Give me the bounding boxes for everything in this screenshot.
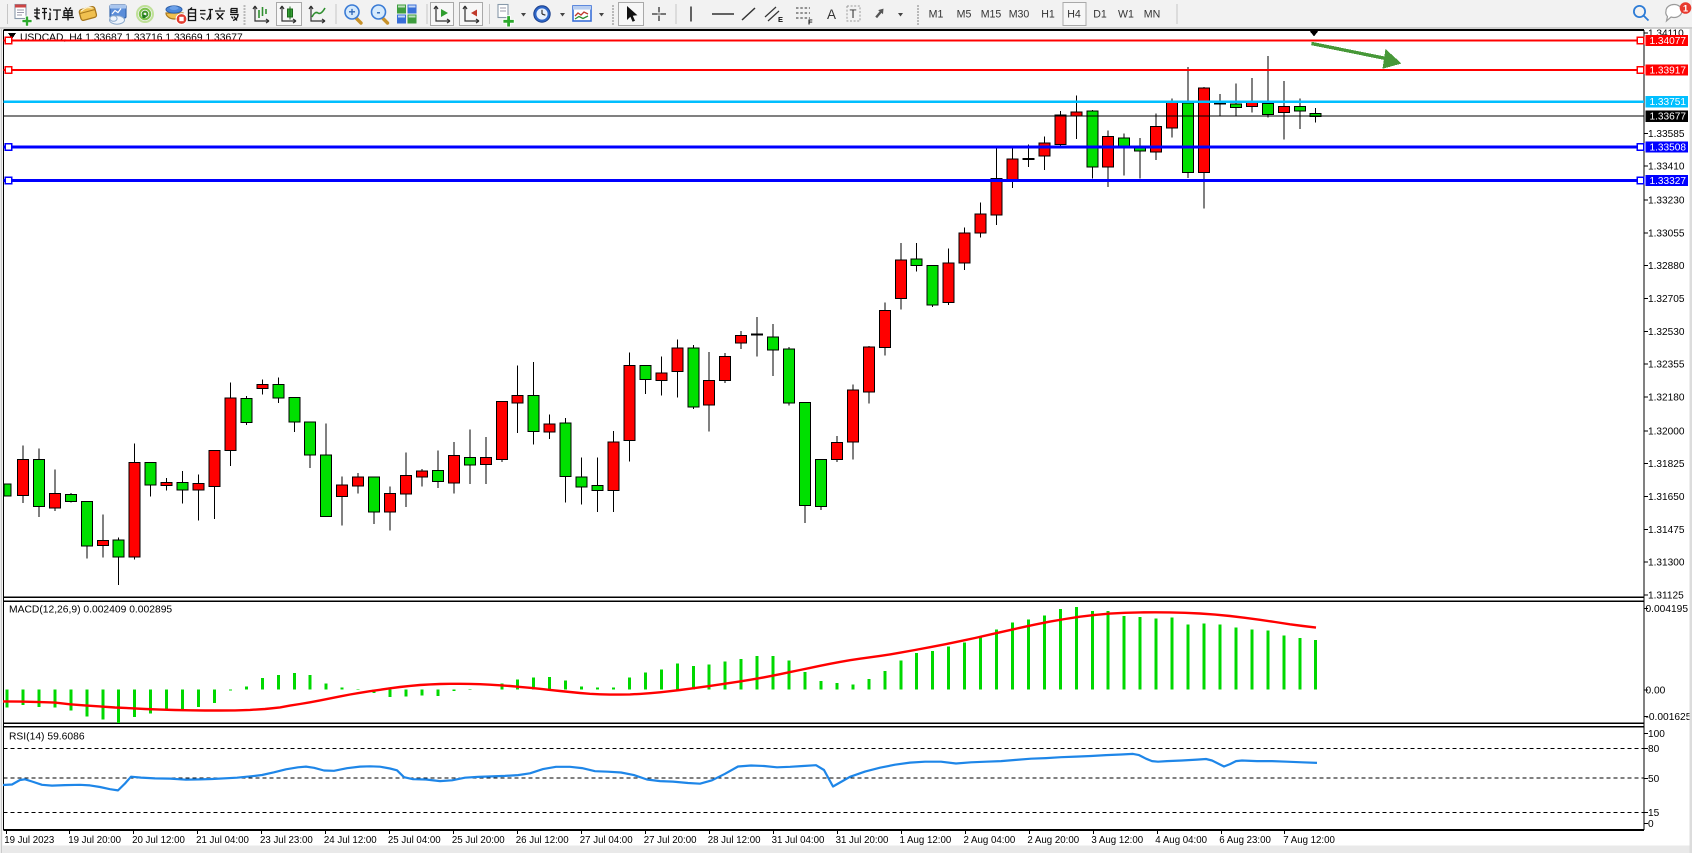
- svg-text:27 Jul 20:00: 27 Jul 20:00: [644, 835, 697, 846]
- svg-text:1.33410: 1.33410: [1648, 162, 1685, 173]
- svg-text:+: +: [348, 5, 355, 19]
- svg-text:1.31475: 1.31475: [1648, 525, 1685, 536]
- svg-text:31 Jul 20:00: 31 Jul 20:00: [836, 835, 889, 846]
- svg-text:1.32530: 1.32530: [1648, 327, 1685, 338]
- svg-text:W1: W1: [1118, 9, 1134, 21]
- svg-text:1.33751: 1.33751: [1650, 97, 1687, 108]
- svg-text:50: 50: [1648, 774, 1660, 785]
- svg-text:1.33917: 1.33917: [1650, 66, 1687, 77]
- svg-text:1.31125: 1.31125: [1648, 591, 1684, 602]
- svg-text:1.34077: 1.34077: [1650, 36, 1687, 47]
- svg-text:100: 100: [1648, 729, 1665, 740]
- svg-text:0: 0: [1648, 819, 1654, 830]
- svg-text:1.31650: 1.31650: [1648, 492, 1685, 503]
- svg-text:25 Jul 04:00: 25 Jul 04:00: [388, 835, 441, 846]
- svg-text:-0.001625: -0.001625: [1646, 712, 1692, 723]
- svg-text:H4: H4: [1067, 9, 1081, 21]
- svg-text:80: 80: [1648, 744, 1660, 755]
- svg-text:28 Jul 12:00: 28 Jul 12:00: [708, 835, 761, 846]
- svg-text:21 Jul 04:00: 21 Jul 04:00: [196, 835, 249, 846]
- svg-text:RSI(14) 59.6086: RSI(14) 59.6086: [9, 732, 85, 743]
- svg-text:15: 15: [1648, 808, 1660, 819]
- svg-text:0.004195: 0.004195: [1646, 604, 1689, 615]
- svg-text:A: A: [827, 7, 836, 22]
- svg-text:7 Aug 12:00: 7 Aug 12:00: [1283, 835, 1335, 846]
- svg-text:24 Jul 12:00: 24 Jul 12:00: [324, 835, 377, 846]
- svg-text:D1: D1: [1093, 9, 1107, 21]
- svg-text:19 Jul 20:00: 19 Jul 20:00: [68, 835, 121, 846]
- svg-text:26 Jul 12:00: 26 Jul 12:00: [516, 835, 569, 846]
- svg-text:23 Jul 23:00: 23 Jul 23:00: [260, 835, 313, 846]
- svg-text:25 Jul 20:00: 25 Jul 20:00: [452, 835, 505, 846]
- svg-text:1: 1: [1683, 4, 1689, 15]
- svg-text:-: -: [377, 5, 381, 19]
- svg-text:27 Jul 04:00: 27 Jul 04:00: [580, 835, 633, 846]
- svg-text:MN: MN: [1144, 9, 1160, 21]
- svg-text:2 Aug 04:00: 2 Aug 04:00: [964, 835, 1016, 846]
- svg-text:M1: M1: [929, 9, 944, 21]
- svg-text:M30: M30: [1009, 9, 1030, 21]
- svg-text:1.32355: 1.32355: [1648, 360, 1685, 371]
- svg-text:E: E: [778, 15, 783, 24]
- svg-text:1.33677: 1.33677: [1650, 112, 1687, 123]
- svg-text:F: F: [808, 18, 813, 27]
- svg-text:1.33055: 1.33055: [1648, 228, 1685, 239]
- svg-text:1.32000: 1.32000: [1648, 426, 1685, 437]
- svg-text:1.32705: 1.32705: [1648, 294, 1685, 305]
- svg-text:0.00: 0.00: [1646, 686, 1666, 697]
- svg-text:1.32880: 1.32880: [1648, 261, 1685, 272]
- svg-text:H1: H1: [1041, 9, 1055, 21]
- svg-text:M5: M5: [957, 9, 972, 21]
- svg-text:31 Jul 04:00: 31 Jul 04:00: [772, 835, 825, 846]
- svg-text:3 Aug 12:00: 3 Aug 12:00: [1091, 835, 1143, 846]
- svg-text:19 Jul 2023: 19 Jul 2023: [4, 835, 54, 846]
- svg-text:1.33327: 1.33327: [1650, 176, 1687, 187]
- svg-text:1.33230: 1.33230: [1648, 196, 1685, 207]
- svg-text:2 Aug 20:00: 2 Aug 20:00: [1027, 835, 1079, 846]
- svg-text:1.33585: 1.33585: [1648, 129, 1685, 140]
- svg-text:1 Aug 12:00: 1 Aug 12:00: [900, 835, 952, 846]
- svg-text:6 Aug 23:00: 6 Aug 23:00: [1219, 835, 1271, 846]
- svg-text:T: T: [850, 9, 857, 21]
- svg-text:1.31825: 1.31825: [1648, 459, 1685, 470]
- svg-text:1.32180: 1.32180: [1648, 393, 1685, 404]
- svg-text:M15: M15: [981, 9, 1002, 21]
- svg-text:4 Aug 04:00: 4 Aug 04:00: [1155, 835, 1207, 846]
- svg-text:USDCAD, H4 1.33687 1.33716 1.: USDCAD, H4 1.33687 1.33716 1.33669 1.336…: [20, 33, 243, 44]
- svg-text:1.33508: 1.33508: [1650, 143, 1687, 154]
- svg-text:20 Jul 12:00: 20 Jul 12:00: [132, 835, 185, 846]
- svg-text:MACD(12,26,9) 0.002409 0.00289: MACD(12,26,9) 0.002409 0.002895: [9, 605, 172, 616]
- svg-text:1.31300: 1.31300: [1648, 558, 1685, 569]
